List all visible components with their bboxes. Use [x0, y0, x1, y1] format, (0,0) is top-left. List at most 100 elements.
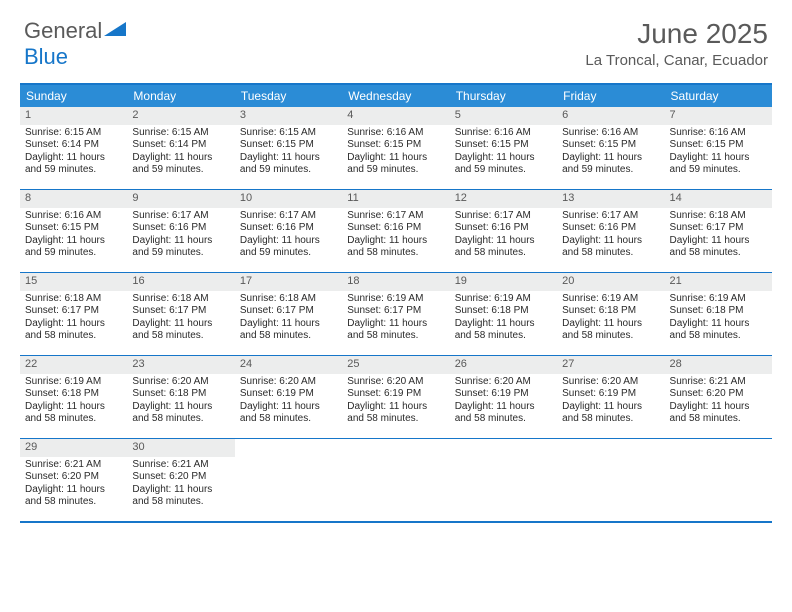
day-number: 17 [235, 273, 342, 291]
daylight-line: Daylight: 11 hours and 58 minutes. [455, 401, 552, 426]
sunset-line: Sunset: 6:17 PM [240, 305, 337, 318]
daylight-line: Daylight: 11 hours and 58 minutes. [240, 401, 337, 426]
day-cell: 27Sunrise: 6:20 AMSunset: 6:19 PMDayligh… [557, 356, 664, 438]
day-body: Sunrise: 6:17 AMSunset: 6:16 PMDaylight:… [127, 208, 234, 264]
sunrise-line: Sunrise: 6:15 AM [132, 127, 229, 140]
sunset-line: Sunset: 6:17 PM [670, 222, 767, 235]
day-cell: 3Sunrise: 6:15 AMSunset: 6:15 PMDaylight… [235, 107, 342, 189]
logo: General [24, 18, 128, 44]
daylight-line: Daylight: 11 hours and 59 minutes. [240, 152, 337, 177]
day-body: Sunrise: 6:19 AMSunset: 6:17 PMDaylight:… [342, 291, 449, 347]
sunset-line: Sunset: 6:15 PM [562, 139, 659, 152]
title-block: June 2025 La Troncal, Canar, Ecuador [585, 18, 768, 69]
daylight-line: Daylight: 11 hours and 59 minutes. [455, 152, 552, 177]
daylight-line: Daylight: 11 hours and 59 minutes. [132, 152, 229, 177]
sunrise-line: Sunrise: 6:19 AM [455, 293, 552, 306]
sunrise-line: Sunrise: 6:15 AM [25, 127, 122, 140]
sunrise-line: Sunrise: 6:20 AM [132, 376, 229, 389]
sunset-line: Sunset: 6:18 PM [132, 388, 229, 401]
day-body: Sunrise: 6:17 AMSunset: 6:16 PMDaylight:… [557, 208, 664, 264]
day-body: Sunrise: 6:19 AMSunset: 6:18 PMDaylight:… [557, 291, 664, 347]
day-number: 14 [665, 190, 772, 208]
sunrise-line: Sunrise: 6:18 AM [25, 293, 122, 306]
sunset-line: Sunset: 6:14 PM [25, 139, 122, 152]
day-number: 21 [665, 273, 772, 291]
sunset-line: Sunset: 6:18 PM [670, 305, 767, 318]
day-body: Sunrise: 6:19 AMSunset: 6:18 PMDaylight:… [665, 291, 772, 347]
day-cell: 13Sunrise: 6:17 AMSunset: 6:16 PMDayligh… [557, 190, 664, 272]
day-number: 7 [665, 107, 772, 125]
daylight-line: Daylight: 11 hours and 59 minutes. [562, 152, 659, 177]
sunset-line: Sunset: 6:20 PM [25, 471, 122, 484]
day-body: Sunrise: 6:20 AMSunset: 6:19 PMDaylight:… [450, 374, 557, 430]
sunset-line: Sunset: 6:19 PM [562, 388, 659, 401]
day-number: 4 [342, 107, 449, 125]
daylight-line: Daylight: 11 hours and 59 minutes. [25, 235, 122, 260]
sunrise-line: Sunrise: 6:20 AM [455, 376, 552, 389]
daylight-line: Daylight: 11 hours and 58 minutes. [670, 318, 767, 343]
daylight-line: Daylight: 11 hours and 58 minutes. [25, 318, 122, 343]
day-number: 9 [127, 190, 234, 208]
day-header-mon: Monday [127, 85, 234, 107]
day-number: 18 [342, 273, 449, 291]
day-cell: 25Sunrise: 6:20 AMSunset: 6:19 PMDayligh… [342, 356, 449, 438]
daylight-line: Daylight: 11 hours and 58 minutes. [670, 235, 767, 260]
day-header-sat: Saturday [665, 85, 772, 107]
sunrise-line: Sunrise: 6:19 AM [670, 293, 767, 306]
daylight-line: Daylight: 11 hours and 59 minutes. [347, 152, 444, 177]
sunset-line: Sunset: 6:15 PM [670, 139, 767, 152]
week-row: 15Sunrise: 6:18 AMSunset: 6:17 PMDayligh… [20, 272, 772, 355]
sunrise-line: Sunrise: 6:16 AM [25, 210, 122, 223]
sunrise-line: Sunrise: 6:18 AM [132, 293, 229, 306]
day-body: Sunrise: 6:17 AMSunset: 6:16 PMDaylight:… [235, 208, 342, 264]
week-row: 22Sunrise: 6:19 AMSunset: 6:18 PMDayligh… [20, 355, 772, 438]
day-number: 19 [450, 273, 557, 291]
daylight-line: Daylight: 11 hours and 58 minutes. [347, 401, 444, 426]
sunrise-line: Sunrise: 6:17 AM [455, 210, 552, 223]
sunrise-line: Sunrise: 6:16 AM [562, 127, 659, 140]
day-cell [557, 439, 664, 521]
day-number: 5 [450, 107, 557, 125]
week-row: 29Sunrise: 6:21 AMSunset: 6:20 PMDayligh… [20, 438, 772, 521]
day-number: 2 [127, 107, 234, 125]
sunset-line: Sunset: 6:19 PM [240, 388, 337, 401]
sunrise-line: Sunrise: 6:17 AM [562, 210, 659, 223]
day-header-thu: Thursday [450, 85, 557, 107]
day-cell [665, 439, 772, 521]
sunset-line: Sunset: 6:18 PM [455, 305, 552, 318]
day-header-fri: Friday [557, 85, 664, 107]
day-cell: 29Sunrise: 6:21 AMSunset: 6:20 PMDayligh… [20, 439, 127, 521]
sunset-line: Sunset: 6:15 PM [455, 139, 552, 152]
day-cell [450, 439, 557, 521]
day-body: Sunrise: 6:20 AMSunset: 6:18 PMDaylight:… [127, 374, 234, 430]
day-header-tue: Tuesday [235, 85, 342, 107]
day-cell: 12Sunrise: 6:17 AMSunset: 6:16 PMDayligh… [450, 190, 557, 272]
day-body: Sunrise: 6:18 AMSunset: 6:17 PMDaylight:… [235, 291, 342, 347]
day-number: 29 [20, 439, 127, 457]
day-number: 3 [235, 107, 342, 125]
day-cell: 26Sunrise: 6:20 AMSunset: 6:19 PMDayligh… [450, 356, 557, 438]
day-number: 20 [557, 273, 664, 291]
sunrise-line: Sunrise: 6:17 AM [132, 210, 229, 223]
day-body: Sunrise: 6:20 AMSunset: 6:19 PMDaylight:… [342, 374, 449, 430]
day-number: 26 [450, 356, 557, 374]
page-title: June 2025 [585, 18, 768, 50]
sunset-line: Sunset: 6:19 PM [455, 388, 552, 401]
daylight-line: Daylight: 11 hours and 59 minutes. [25, 152, 122, 177]
sunrise-line: Sunrise: 6:18 AM [670, 210, 767, 223]
daylight-line: Daylight: 11 hours and 58 minutes. [562, 318, 659, 343]
daylight-line: Daylight: 11 hours and 58 minutes. [347, 318, 444, 343]
daylight-line: Daylight: 11 hours and 58 minutes. [562, 401, 659, 426]
day-body: Sunrise: 6:18 AMSunset: 6:17 PMDaylight:… [20, 291, 127, 347]
logo-text-general: General [24, 18, 102, 44]
sunset-line: Sunset: 6:15 PM [347, 139, 444, 152]
daylight-line: Daylight: 11 hours and 58 minutes. [562, 235, 659, 260]
logo-icon [104, 18, 128, 44]
sunrise-line: Sunrise: 6:21 AM [132, 459, 229, 472]
day-body: Sunrise: 6:17 AMSunset: 6:16 PMDaylight:… [342, 208, 449, 264]
sunset-line: Sunset: 6:16 PM [455, 222, 552, 235]
day-body: Sunrise: 6:19 AMSunset: 6:18 PMDaylight:… [20, 374, 127, 430]
day-number: 15 [20, 273, 127, 291]
day-cell: 22Sunrise: 6:19 AMSunset: 6:18 PMDayligh… [20, 356, 127, 438]
sunrise-line: Sunrise: 6:20 AM [240, 376, 337, 389]
